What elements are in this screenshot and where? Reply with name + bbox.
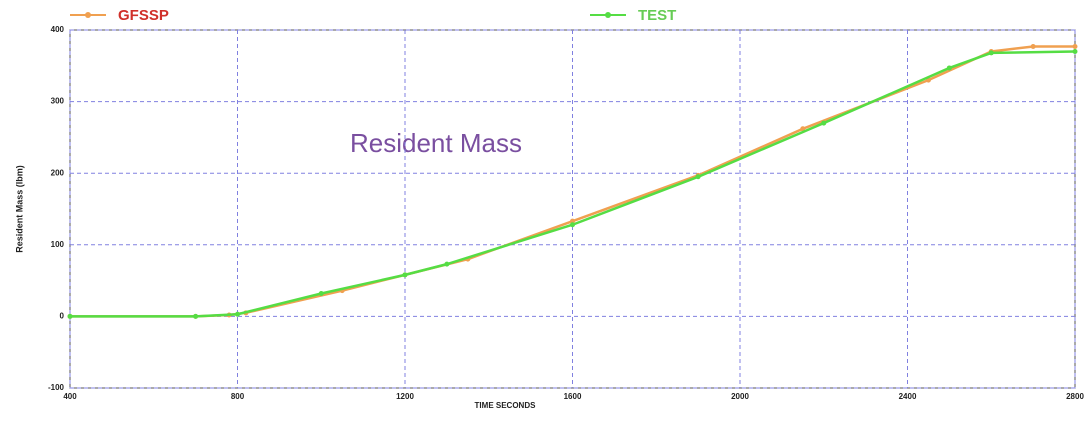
point-marker xyxy=(1030,43,1036,49)
x-axis-label: TIME SECONDS xyxy=(475,401,537,410)
point-marker xyxy=(402,272,408,278)
x-tick-label: 1200 xyxy=(396,392,414,401)
legend-marker xyxy=(85,12,91,18)
x-tick-label: 1600 xyxy=(564,392,582,401)
point-marker xyxy=(318,290,324,296)
x-tick-label: 2400 xyxy=(899,392,917,401)
x-tick-label: 800 xyxy=(231,392,245,401)
point-marker xyxy=(570,222,575,228)
point-marker xyxy=(1072,43,1078,49)
legend-marker xyxy=(605,12,611,18)
y-tick-label: 400 xyxy=(51,25,65,34)
point-marker xyxy=(444,261,450,267)
y-tick-label: 100 xyxy=(51,240,65,249)
point-marker xyxy=(67,313,73,319)
point-marker xyxy=(988,50,994,56)
y-tick-label: -100 xyxy=(48,383,65,392)
chart-annotation: Resident Mass xyxy=(350,128,522,158)
series-line xyxy=(70,50,1076,318)
y-axis-label: Resident Mass (lbm) xyxy=(14,165,24,253)
y-tick-label: 0 xyxy=(60,312,65,321)
y-tick-label: 300 xyxy=(51,97,65,106)
point-marker xyxy=(235,311,240,317)
point-marker xyxy=(800,126,806,132)
point-marker xyxy=(570,218,575,224)
point-marker xyxy=(193,313,199,319)
x-tick-label: 2800 xyxy=(1066,392,1084,401)
legend-label: TEST xyxy=(638,7,676,24)
x-tick-label: 400 xyxy=(63,392,77,401)
point-marker xyxy=(695,174,701,180)
point-marker xyxy=(946,65,952,71)
x-tick-label: 2000 xyxy=(731,392,749,401)
point-marker xyxy=(821,120,827,126)
legend-label: GFSSP xyxy=(118,7,169,24)
y-tick-label: 200 xyxy=(51,168,65,177)
point-marker xyxy=(1072,48,1078,54)
